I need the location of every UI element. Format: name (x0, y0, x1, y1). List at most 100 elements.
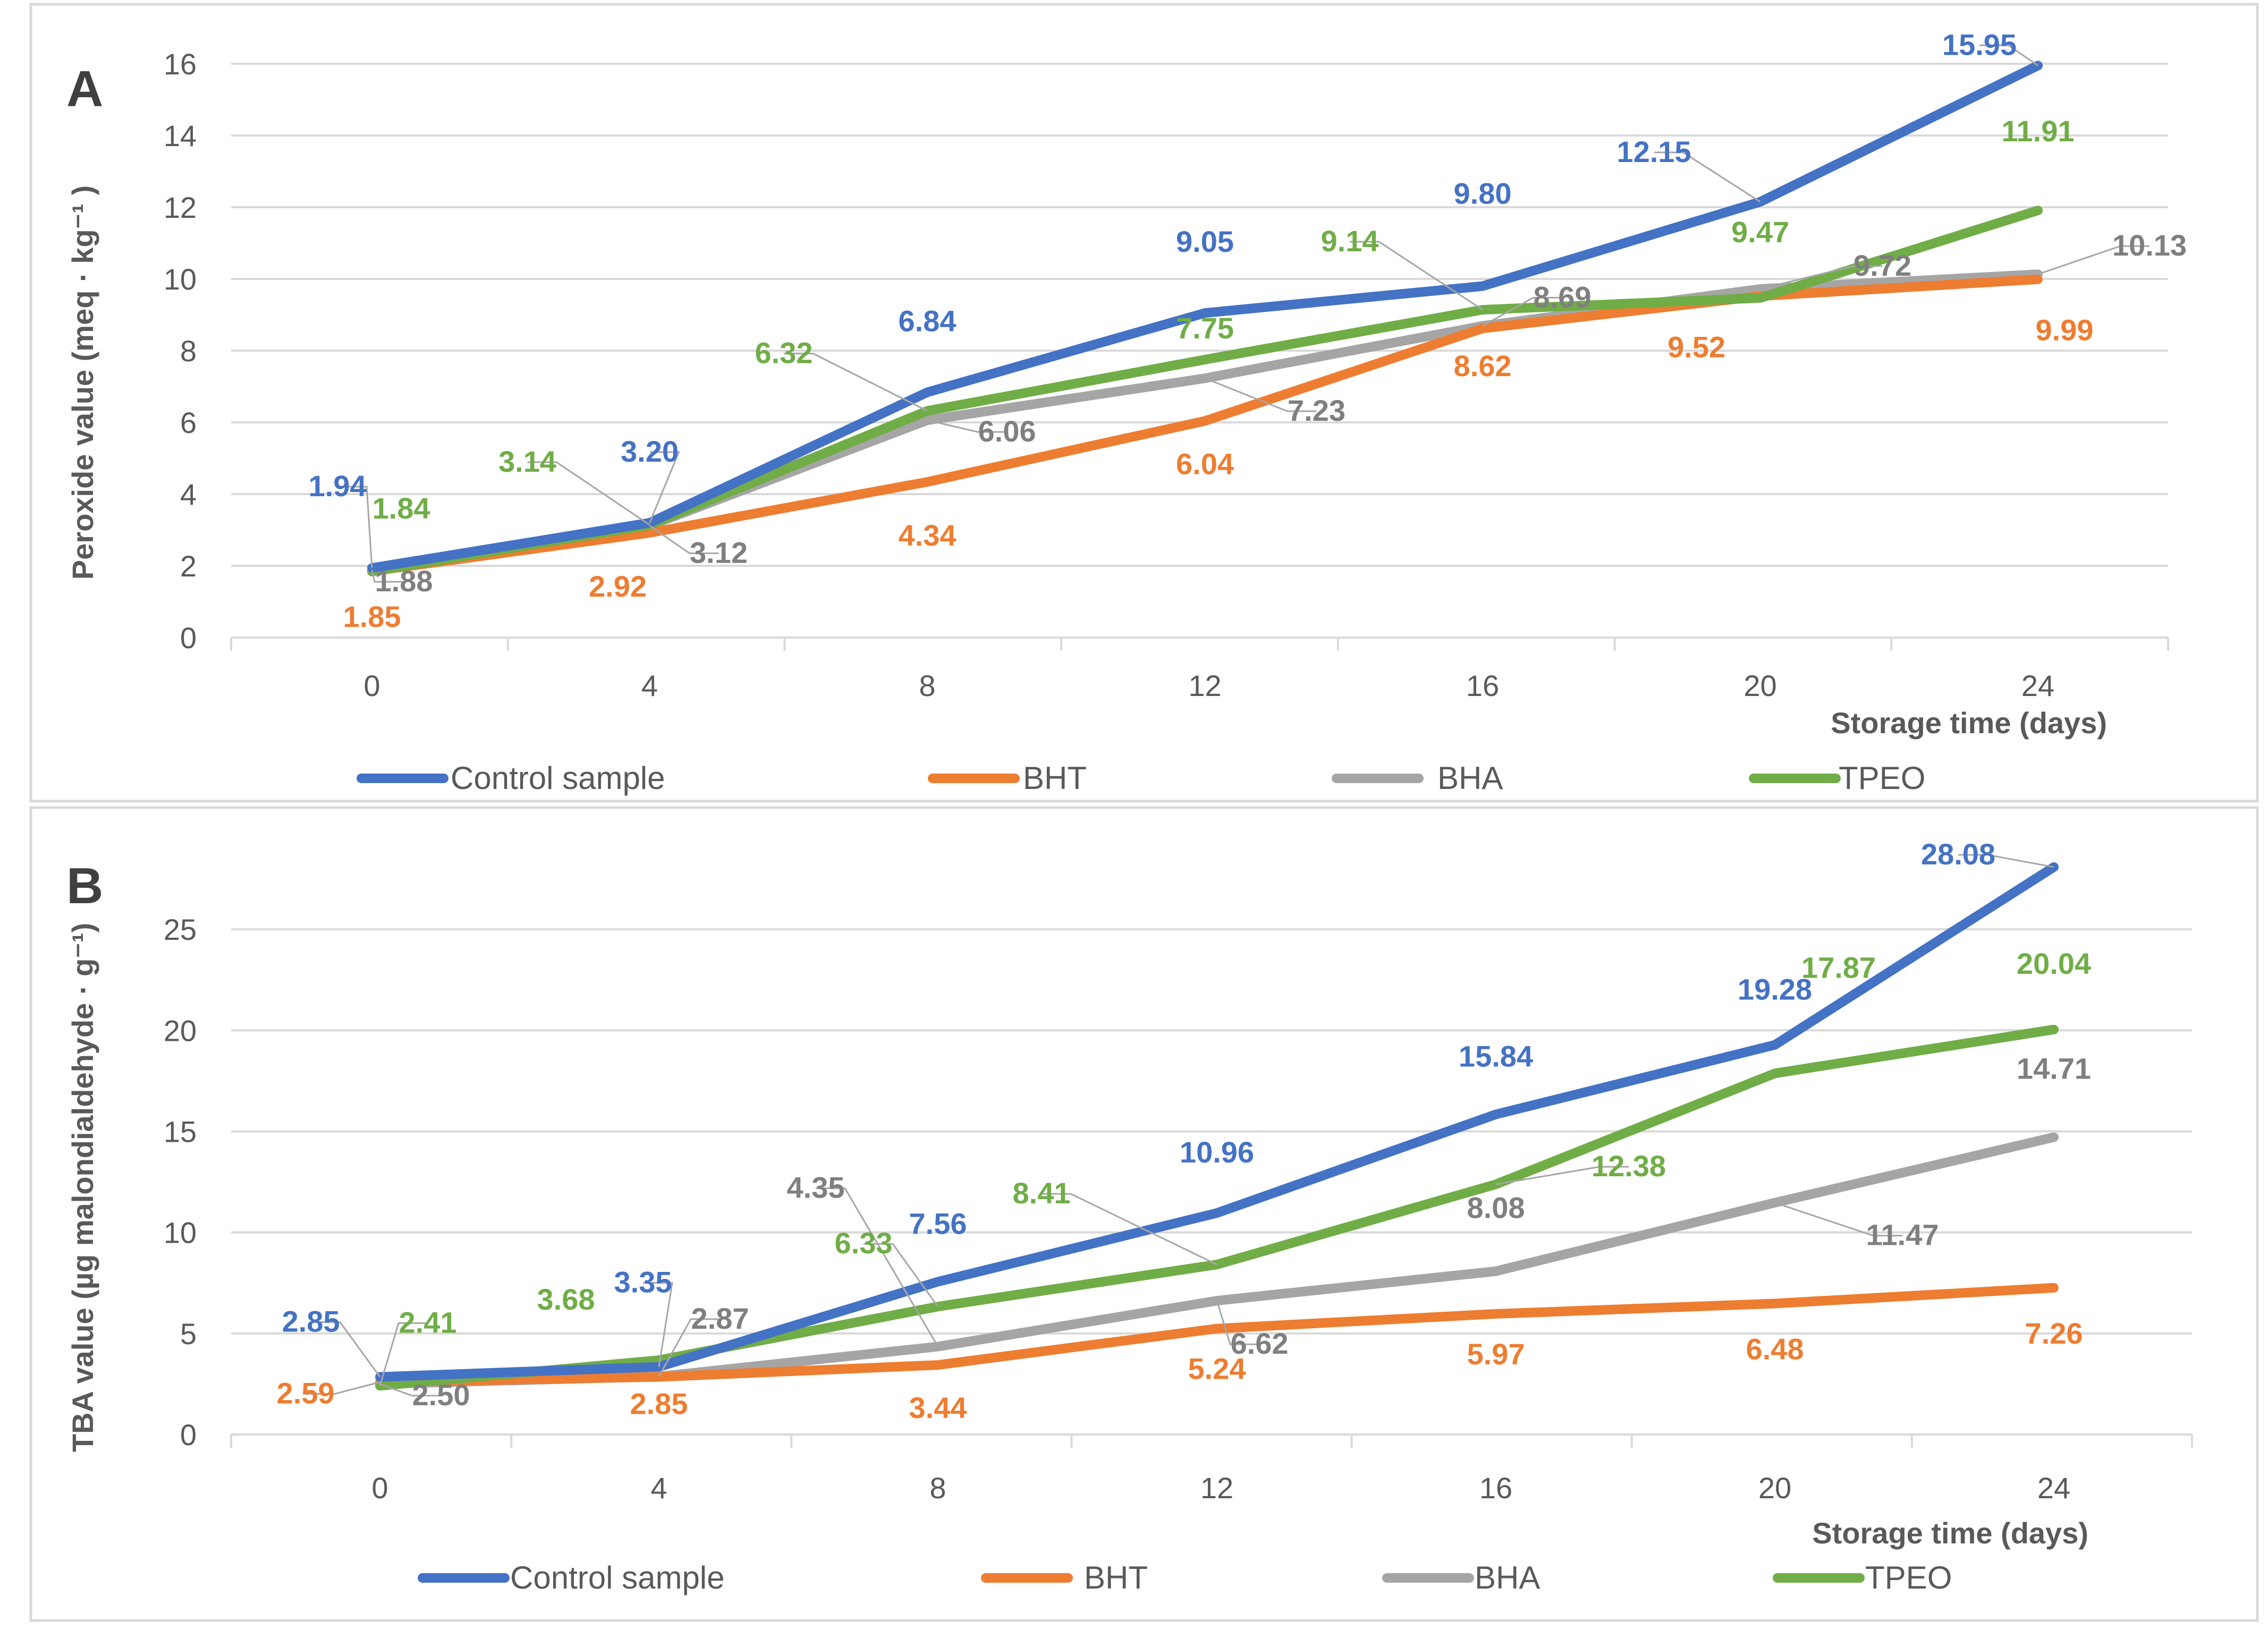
data-label-bht: 5.97 (1467, 1337, 1525, 1371)
panel-a-y-ticks: 0 2 4 6 8 10 12 14 16 (164, 47, 197, 655)
data-label-tpeo: 9.14 (1321, 224, 1379, 258)
data-label-tpeo: 12.38 (1592, 1149, 1666, 1183)
panel-a-x-ticks: 0 4 8 12 16 20 24 (230, 638, 2169, 702)
panel-a-x-tick-label: 8 (919, 669, 935, 702)
data-label-bha: 10.13 (2112, 228, 2187, 262)
data-label-bht: 2.85 (630, 1387, 688, 1421)
panel-b-legend: Control sample BHT BHA TPEO (418, 1560, 1952, 1595)
leader-line (379, 1322, 428, 1386)
panel-b-y-tick-label: 15 (164, 1115, 197, 1148)
leader-line (371, 570, 404, 583)
data-label-bht: 9.52 (1668, 330, 1725, 363)
panel-a-gridlines (231, 63, 2168, 639)
panel-b-x-tick-label: 8 (929, 1471, 946, 1505)
data-label-bht: 4.34 (899, 519, 957, 552)
legend-item-control[interactable]: Control sample (418, 1560, 725, 1595)
leader-line (864, 1243, 939, 1308)
data-label-control-sample: 9.05 (1176, 225, 1234, 258)
data-label-control-sample: 7.56 (909, 1207, 967, 1240)
panel-a-y-tick-label: 0 (180, 621, 197, 655)
data-label-bht: 5.24 (1188, 1352, 1246, 1386)
legend-label-bht: BHT (1023, 760, 1087, 796)
panel-a-x-tick-label: 20 (1744, 669, 1776, 702)
leader-line (1204, 377, 1317, 412)
panel-a-y-axis-title: Peroxide value (meq · kg⁻¹ ) (66, 185, 99, 580)
leader-line (1958, 854, 2054, 868)
legend-item-bha[interactable]: BHA (1332, 760, 1503, 796)
panel-b-y-tick-label: 10 (164, 1216, 197, 1250)
legend-item-bha[interactable]: BHA (1382, 1560, 1540, 1595)
leader-line (1760, 265, 1883, 290)
data-label-control-sample: 6.84 (899, 304, 957, 337)
legend-item-control[interactable]: Control sample (357, 760, 665, 796)
legend-item-bht[interactable]: BHT (928, 760, 1087, 796)
leader-line (643, 1282, 673, 1367)
panel-a-letter: A (66, 61, 103, 117)
leader-line (1350, 241, 1483, 311)
panel-a-x-tick-label: 16 (1466, 669, 1499, 702)
data-label-tpeo: 7.75 (1176, 311, 1234, 345)
leader-line (1979, 44, 2038, 66)
data-label-bha: 3.12 (690, 536, 748, 569)
data-label-control-sample: 10.96 (1180, 1135, 1254, 1169)
data-label-control-sample: 15.84 (1459, 1040, 1533, 1073)
leader-line (784, 352, 928, 412)
legend-label-bha: BHA (1475, 1560, 1540, 1595)
data-label-bht: 2.59 (277, 1376, 335, 1410)
leader-line (927, 419, 1007, 433)
leader-line (1042, 1193, 1217, 1266)
data-label-bht: 9.99 (2036, 313, 2094, 347)
panel-a-data-labels: 1.94 3.20 6.84 9.05 9.80 12.15 15.95 1.85 2.92 4.… (309, 28, 2187, 633)
panel-b-y-tick-label: 20 (164, 1014, 197, 1047)
leader-line (2037, 245, 2149, 275)
data-label-tpeo: 6.33 (835, 1226, 893, 1260)
data-label-tpeo: 3.14 (498, 445, 556, 478)
panel-b-frame (29, 806, 2259, 1622)
data-label-control-sample: 3.20 (621, 435, 679, 468)
panel-a-y-tick-label: 8 (180, 334, 197, 368)
data-label-bht: 6.48 (1746, 1332, 1804, 1366)
panel-a-x-tick-label: 0 (363, 669, 380, 702)
leader-line (1654, 151, 1761, 203)
panel-b-y-tick-label: 5 (180, 1317, 197, 1351)
leader-line (649, 451, 680, 523)
panel-a-y-tick-label: 12 (164, 191, 197, 224)
data-label-control-sample: 19.28 (1738, 973, 1812, 1006)
data-label-bht: 3.44 (909, 1391, 967, 1424)
legend-item-tpeo[interactable]: TPEO (1773, 1560, 1952, 1595)
legend-item-bht[interactable]: BHT (981, 1560, 1148, 1595)
data-label-bha: 4.35 (787, 1171, 845, 1204)
panel-b-x-tick-label: 16 (1479, 1471, 1512, 1505)
data-label-control-sample: 12.15 (1617, 135, 1691, 168)
panel-b-x-tick-label: 12 (1200, 1471, 1233, 1505)
legend-label-tpeo: TPEO (1865, 1560, 1952, 1595)
legend-label-control: Control sample (510, 1560, 725, 1595)
leader-line (816, 1187, 939, 1347)
panel-b-x-ticks: 0 4 8 12 16 20 24 (230, 1434, 2193, 1505)
panel-a-x-tick-label: 12 (1188, 669, 1221, 702)
data-label-bht: 2.92 (589, 570, 647, 603)
panel-b-y-axis-title: TBA value (µg malondialdehyde · g⁻¹) (66, 923, 99, 1452)
panel-a-x-axis-title: Storage time (days) (1831, 706, 2107, 740)
data-label-bha: 6.62 (1231, 1327, 1289, 1360)
leader-line (311, 1321, 381, 1378)
legend-item-tpeo[interactable]: TPEO (1749, 760, 1925, 796)
panel-a-legend: Control sample BHT BHA TPEO (357, 760, 1925, 796)
data-label-bha: 1.88 (375, 564, 433, 598)
data-label-control-sample: 15.95 (1942, 28, 2017, 61)
data-label-bht: 8.62 (1454, 349, 1512, 383)
legend-label-tpeo: TPEO (1839, 760, 1925, 796)
legend-label-control: Control sample (451, 760, 665, 796)
data-label-bha: 11.47 (1866, 1218, 1939, 1252)
series-line-bht[interactable] (375, 1283, 2059, 1387)
legend-label-bha: BHA (1437, 760, 1503, 796)
data-label-tpeo: 2.41 (399, 1305, 457, 1339)
data-label-tpeo: 17.87 (1801, 950, 1876, 984)
panel-a-y-tick-label: 10 (164, 262, 197, 296)
panel-b-x-axis-title: Storage time (days) (1812, 1516, 2088, 1550)
data-label-bht: 7.26 (2025, 1317, 2083, 1350)
panel-b-y-tick-label: 0 (180, 1418, 197, 1451)
panel-b-y-tick-label: 25 (164, 913, 197, 946)
data-label-bha: 9.72 (1854, 249, 1911, 282)
